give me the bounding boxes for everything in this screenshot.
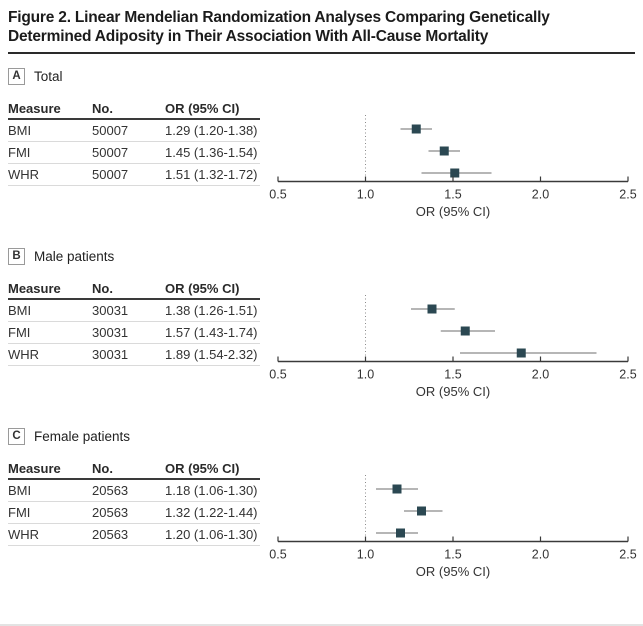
x-axis-tick-label: 1.5	[444, 548, 461, 562]
results-table: Measure No. OR (95% CI) BMI 20563 1.18 (…	[8, 462, 260, 546]
no-cell: 50007	[92, 145, 129, 160]
point-estimate-marker-bmi	[411, 124, 421, 134]
x-axis-tick-label: 1.5	[444, 368, 461, 382]
x-axis-tick-label: 2.0	[532, 368, 549, 382]
panel-letter-badge: A	[8, 68, 25, 85]
panel-title: Total	[34, 69, 63, 84]
table-row: FMI 20563 1.32 (1.22-1.44)	[8, 502, 260, 524]
measure-cell: BMI	[8, 303, 32, 318]
x-axis-title: OR (95% CI)	[416, 204, 490, 219]
panel-male-patients: B Male patients Measure No. OR (95% CI) …	[8, 248, 637, 402]
measure-cell: WHR	[8, 527, 40, 542]
x-axis-tick-label: 1.0	[357, 188, 374, 202]
point-estimate-marker-whr	[450, 168, 460, 178]
or-ci-cell: 1.18 (1.06-1.30)	[165, 483, 258, 498]
column-header-measure: Measure	[8, 461, 61, 476]
no-cell: 20563	[92, 483, 129, 498]
x-axis-tick-label: 1.0	[357, 368, 374, 382]
column-header-or: OR (95% CI)	[165, 281, 240, 296]
table-header-row: Measure No. OR (95% CI)	[8, 102, 260, 120]
x-axis-tick-label: 0.5	[269, 548, 286, 562]
no-cell: 30031	[92, 325, 129, 340]
or-ci-cell: 1.38 (1.26-1.51)	[165, 303, 258, 318]
panel-header: B Male patients	[8, 248, 114, 265]
table-row: WHR 20563 1.20 (1.06-1.30)	[8, 524, 260, 546]
panel-letter-badge: B	[8, 248, 25, 265]
point-estimate-marker-fmi	[460, 326, 470, 336]
or-ci-cell: 1.57 (1.43-1.74)	[165, 325, 258, 340]
point-estimate-marker-whr	[396, 528, 405, 538]
panel-total: A Total Measure No. OR (95% CI) BMI 5000…	[8, 68, 637, 222]
panel-title: Male patients	[34, 249, 115, 264]
measure-cell: WHR	[8, 347, 40, 362]
figure-page: Figure 2. Linear Mendelian Randomization…	[0, 8, 643, 626]
x-axis-title: OR (95% CI)	[416, 384, 490, 399]
table-row: FMI 50007 1.45 (1.36-1.54)	[8, 142, 260, 164]
table-row: BMI 20563 1.18 (1.06-1.30)	[8, 480, 260, 502]
measure-cell: BMI	[8, 123, 32, 138]
no-cell: 30031	[92, 303, 129, 318]
no-cell: 20563	[92, 527, 129, 542]
point-estimate-marker-bmi	[427, 304, 437, 314]
panel-header: C Female patients	[8, 428, 130, 445]
panel-title: Female patients	[34, 429, 131, 444]
or-ci-cell: 1.45 (1.36-1.54)	[165, 145, 258, 160]
measure-cell: FMI	[8, 505, 31, 520]
column-header-or: OR (95% CI)	[165, 461, 240, 476]
x-axis-tick-label: 2.5	[619, 188, 636, 202]
measure-cell: FMI	[8, 145, 31, 160]
column-header-no: No.	[92, 101, 113, 116]
or-ci-cell: 1.29 (1.20-1.38)	[165, 123, 258, 138]
x-axis-tick-label: 0.5	[269, 368, 286, 382]
no-cell: 20563	[92, 505, 129, 520]
results-table: Measure No. OR (95% CI) BMI 30031 1.38 (…	[8, 282, 260, 366]
table-header-row: Measure No. OR (95% CI)	[8, 462, 260, 480]
no-cell: 50007	[92, 123, 129, 138]
x-axis-tick-label: 2.5	[619, 548, 636, 562]
table-row: BMI 50007 1.29 (1.20-1.38)	[8, 120, 260, 142]
measure-cell: BMI	[8, 483, 32, 498]
forest-plot-male: 0.5 1.0 1.5 2.0 2.5 OR (95% CI)	[269, 295, 637, 399]
column-header-measure: Measure	[8, 281, 61, 296]
x-axis-tick-label: 1.0	[357, 548, 374, 562]
point-estimate-marker-whr	[516, 348, 526, 358]
table-row: WHR 30031 1.89 (1.54-2.32)	[8, 344, 260, 366]
panel-female-patients: C Female patients Measure No. OR (95% CI…	[8, 428, 637, 582]
column-header-or: OR (95% CI)	[165, 101, 240, 116]
or-ci-cell: 1.32 (1.22-1.44)	[165, 505, 258, 520]
or-ci-cell: 1.89 (1.54-2.32)	[165, 347, 258, 362]
table-row: BMI 30031 1.38 (1.26-1.51)	[8, 300, 260, 322]
or-ci-cell: 1.51 (1.32-1.72)	[165, 167, 258, 182]
x-axis-tick-label: 2.0	[532, 548, 549, 562]
measure-cell: WHR	[8, 167, 40, 182]
table-row: WHR 50007 1.51 (1.32-1.72)	[8, 164, 260, 186]
forest-plot-total: 0.5 1.0 1.5 2.0 2.5 OR (95% CI)	[269, 115, 637, 219]
no-cell: 50007	[92, 167, 129, 182]
x-axis-tick-label: 2.0	[532, 188, 549, 202]
figure-title: Figure 2. Linear Mendelian Randomization…	[8, 9, 550, 45]
x-axis-title: OR (95% CI)	[416, 564, 490, 579]
table-header-row: Measure No. OR (95% CI)	[8, 282, 260, 300]
table-row: FMI 30031 1.57 (1.43-1.74)	[8, 322, 260, 344]
point-estimate-marker-bmi	[392, 484, 402, 494]
results-table: Measure No. OR (95% CI) BMI 50007 1.29 (…	[8, 102, 260, 186]
no-cell: 30031	[92, 347, 129, 362]
measure-cell: FMI	[8, 325, 31, 340]
x-axis-tick-label: 1.5	[444, 188, 461, 202]
panel-header: A Total	[8, 68, 63, 85]
column-header-no: No.	[92, 281, 113, 296]
or-ci-cell: 1.20 (1.06-1.30)	[165, 527, 258, 542]
column-header-measure: Measure	[8, 101, 61, 116]
point-estimate-marker-fmi	[439, 146, 449, 156]
x-axis-tick-label: 0.5	[269, 188, 286, 202]
forest-plot-female: 0.5 1.0 1.5 2.0 2.5 OR (95% CI)	[269, 475, 637, 579]
point-estimate-marker-fmi	[417, 506, 426, 516]
column-header-no: No.	[92, 461, 113, 476]
title-divider	[8, 52, 635, 54]
x-axis-tick-label: 2.5	[619, 368, 636, 382]
panel-letter-badge: C	[8, 428, 25, 445]
